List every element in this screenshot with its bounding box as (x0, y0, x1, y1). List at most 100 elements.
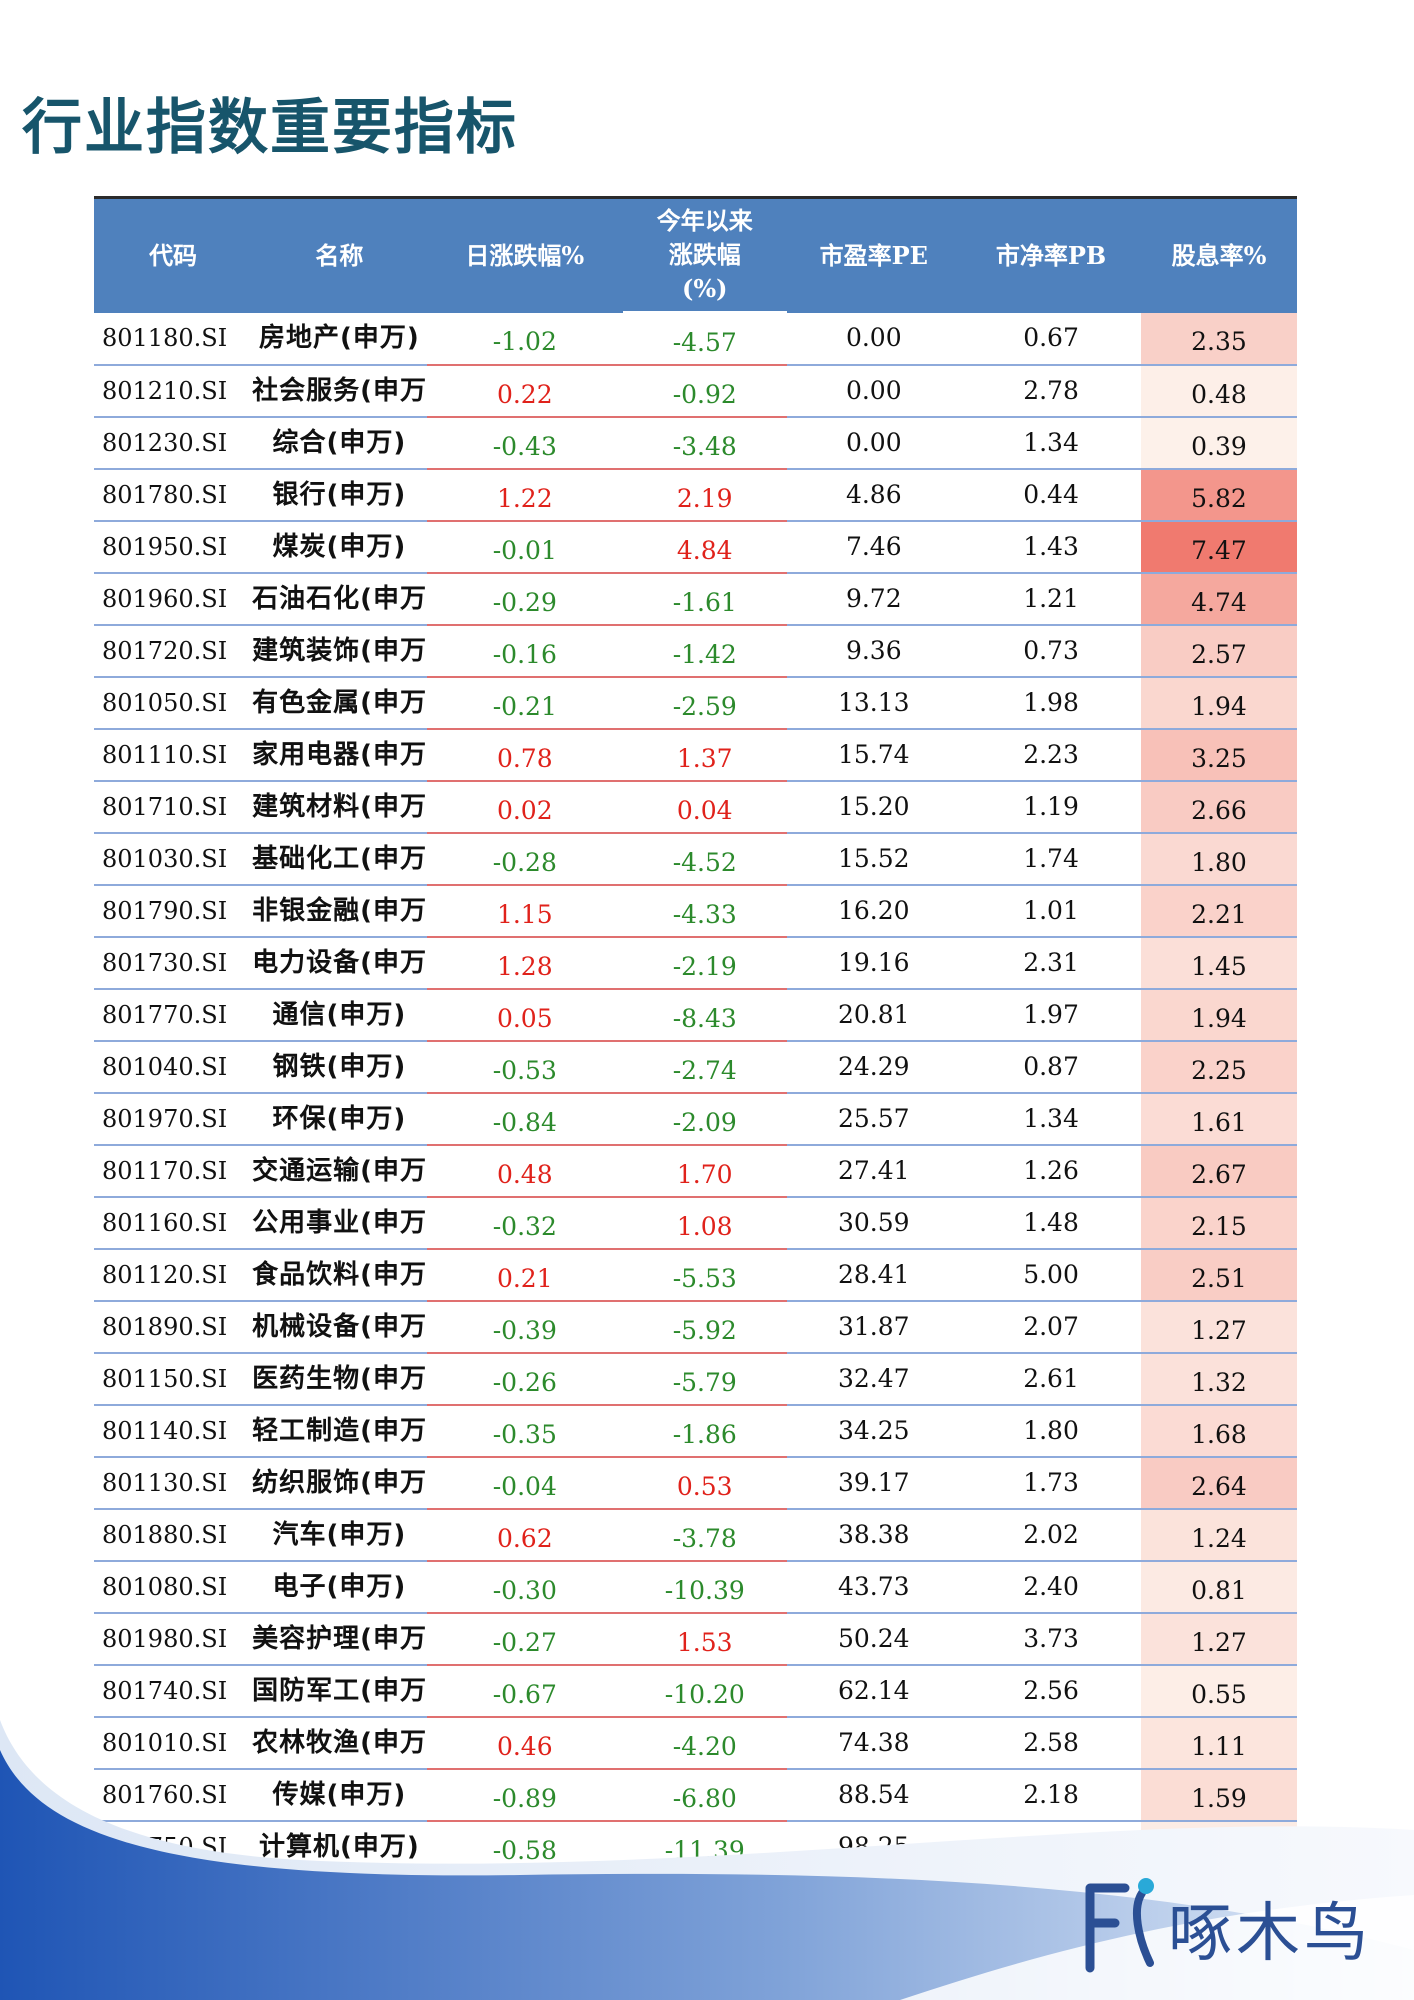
cell-code: 801130.SI (94, 1457, 253, 1510)
table-row: 801010.SI 农林牧渔(申万) 0.46 -4.20 74.38 2.58 1.11 (94, 1717, 1297, 1770)
cell-day-change: 0.02 (426, 781, 623, 834)
cell-code: 801740.SI (94, 1665, 253, 1718)
cell-ytd-change: -5.53 (622, 1249, 787, 1302)
header-dividend-yield: 股息率% (1141, 197, 1297, 313)
cell-ytd-change: 2.19 (622, 469, 787, 522)
header-code: 代码 (94, 197, 253, 313)
cell-pe: 25.57 (786, 1093, 962, 1146)
header-pb: 市净率PB (961, 197, 1141, 313)
cell-code: 801770.SI (94, 989, 253, 1042)
cell-pe: 20.81 (786, 989, 962, 1042)
cell-name: 汽车(申万) (252, 1509, 427, 1562)
cell-day-change: 1.22 (426, 469, 623, 522)
cell-pe: 27.41 (786, 1145, 962, 1198)
cell-pe: 62.14 (786, 1665, 962, 1718)
cell-name: 电力设备(申万) (252, 937, 427, 990)
table-row: 801970.SI 环保(申万) -0.84 -2.09 25.57 1.34 1.61 (94, 1093, 1297, 1146)
table-row: 801710.SI 建筑材料(申万) 0.02 0.04 15.20 1.19 2.66 (94, 781, 1297, 834)
cell-pb: 1.80 (961, 1405, 1141, 1458)
cell-code: 801950.SI (94, 521, 253, 574)
cell-name: 建筑材料(申万) (252, 781, 427, 834)
cell-pb: 1.43 (961, 521, 1141, 574)
cell-dividend-yield: 1.45 (1141, 937, 1297, 990)
cell-day-change: -0.67 (426, 1665, 623, 1718)
cell-ytd-change: 1.70 (622, 1145, 787, 1198)
cell-pb: 0.73 (961, 625, 1141, 678)
cell-ytd-change: 1.08 (622, 1197, 787, 1250)
cell-day-change: 0.05 (426, 989, 623, 1042)
cell-code: 801120.SI (94, 1249, 253, 1302)
logo-text: 啄木鸟 (1168, 1897, 1372, 1971)
cell-name: 建筑装饰(申万) (252, 625, 427, 678)
cell-code: 801030.SI (94, 833, 253, 886)
cell-dividend-yield: 5.82 (1141, 469, 1297, 522)
cell-name: 银行(申万) (252, 469, 427, 522)
cell-pb: 1.73 (961, 1457, 1141, 1510)
cell-pe: 24.29 (786, 1041, 962, 1094)
cell-name: 机械设备(申万) (252, 1301, 427, 1354)
header-ytd-line2: 涨跌幅 (668, 240, 741, 269)
cell-ytd-change: -10.20 (622, 1665, 787, 1718)
table-row: 801890.SI 机械设备(申万) -0.39 -5.92 31.87 2.07 1.27 (94, 1301, 1297, 1354)
cell-name: 纺织服饰(申万) (252, 1457, 427, 1510)
cell-name: 社会服务(申万) (252, 365, 427, 418)
cell-code: 801040.SI (94, 1041, 253, 1094)
cell-dividend-yield: 1.32 (1141, 1353, 1297, 1406)
cell-ytd-change: 1.37 (622, 729, 787, 782)
cell-ytd-change: -2.19 (622, 937, 787, 990)
cell-pe: 30.59 (786, 1197, 962, 1250)
table-row: 801180.SI 房地产(申万) -1.02 -4.57 0.00 0.67 2.35 (94, 312, 1297, 366)
cell-day-change: -0.26 (426, 1353, 623, 1406)
cell-day-change: 0.48 (426, 1145, 623, 1198)
header-day-change: 日涨跌幅% (426, 197, 623, 313)
cell-pe: 15.52 (786, 833, 962, 886)
cell-name: 环保(申万) (252, 1093, 427, 1146)
cell-code: 801890.SI (94, 1301, 253, 1354)
cell-day-change: 0.46 (426, 1717, 623, 1770)
table-row: 801110.SI 家用电器(申万) 0.78 1.37 15.74 2.23 3.25 (94, 729, 1297, 782)
cell-dividend-yield: 1.59 (1141, 1769, 1297, 1822)
cell-pe: 0.00 (786, 365, 962, 418)
cell-ytd-change: -2.74 (622, 1041, 787, 1094)
cell-code: 801170.SI (94, 1145, 253, 1198)
cell-pe: 43.73 (786, 1561, 962, 1614)
header-ytd-line3: (%) (681, 274, 728, 303)
table-row: 801720.SI 建筑装饰(申万) -0.16 -1.42 9.36 0.73 2.57 (94, 625, 1297, 678)
header-pe: 市盈率PE (786, 197, 962, 313)
cell-pb: 2.58 (961, 1717, 1141, 1770)
cell-pb: 1.01 (961, 885, 1141, 938)
table-row: 801150.SI 医药生物(申万) -0.26 -5.79 32.47 2.61 1.32 (94, 1353, 1297, 1406)
cell-ytd-change: -2.09 (622, 1093, 787, 1146)
cell-day-change: -0.53 (426, 1041, 623, 1094)
cell-name: 美容护理(申万) (252, 1613, 427, 1666)
cell-name: 食品饮料(申万) (252, 1249, 427, 1302)
cell-name: 国防军工(申万) (252, 1665, 427, 1718)
cell-dividend-yield: 1.61 (1141, 1093, 1297, 1146)
cell-ytd-change: -3.78 (622, 1509, 787, 1562)
cell-ytd-change: 4.84 (622, 521, 787, 574)
cell-pb: 2.23 (961, 729, 1141, 782)
cell-ytd-change: -4.57 (622, 312, 787, 366)
cell-name: 传媒(申万) (252, 1769, 427, 1822)
cell-dividend-yield: 2.51 (1141, 1249, 1297, 1302)
cell-ytd-change: -1.61 (622, 573, 787, 626)
cell-name: 医药生物(申万) (252, 1353, 427, 1406)
cell-day-change: 0.22 (426, 365, 623, 418)
cell-name: 交通运输(申万) (252, 1145, 427, 1198)
cell-code: 801160.SI (94, 1197, 253, 1250)
cell-ytd-change: -2.59 (622, 677, 787, 730)
cell-pb: 2.61 (961, 1353, 1141, 1406)
cell-ytd-change: -8.43 (622, 989, 787, 1042)
cell-day-change: -0.28 (426, 833, 623, 886)
cell-pe: 19.16 (786, 937, 962, 990)
cell-pe: 15.74 (786, 729, 962, 782)
cell-pe: 34.25 (786, 1405, 962, 1458)
page-title: 行业指数重要指标 (22, 93, 518, 163)
cell-pe: 32.47 (786, 1353, 962, 1406)
table-row: 801880.SI 汽车(申万) 0.62 -3.78 38.38 2.02 1.24 (94, 1509, 1297, 1562)
cell-code: 801970.SI (94, 1093, 253, 1146)
cell-dividend-yield: 1.11 (1141, 1717, 1297, 1770)
table-row: 801050.SI 有色金属(申万) -0.21 -2.59 13.13 1.98 1.94 (94, 677, 1297, 730)
cell-dividend-yield: 2.64 (1141, 1457, 1297, 1510)
cell-name: 煤炭(申万) (252, 521, 427, 574)
